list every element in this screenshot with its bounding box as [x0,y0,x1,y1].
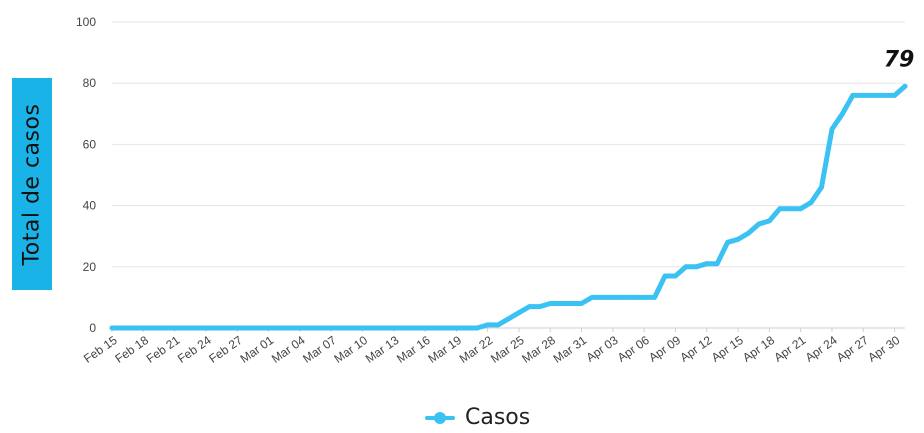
data-point [787,206,793,212]
data-point [109,325,115,331]
data-point [600,295,605,300]
x-tick-label-12: Mar 22 [457,333,496,366]
x-tick-label-4: Feb 27 [206,333,245,366]
x-tick-label-10: Mar 16 [394,333,433,366]
x-tick-label-7: Mar 07 [300,333,339,366]
x-tick-label-14: Mar 28 [519,333,558,366]
data-point [819,184,824,190]
y-axis-label-box: Total de casos [12,78,52,290]
y-tick-label-80: 80 [83,76,97,90]
data-point [506,316,511,322]
data-point [714,261,720,267]
data-point [735,236,741,242]
data-point [527,304,532,309]
data-point [568,301,574,306]
y-tick-label-0: 0 [89,321,96,335]
x-tick-label-3: Feb 24 [175,333,214,366]
data-point [881,93,887,98]
data-point [537,304,543,309]
x-tick-label-20: Apr 15 [709,333,746,365]
data-point [547,301,553,306]
x-tick-label-8: Mar 10 [332,333,371,366]
legend-label-casos: Casos [465,405,531,430]
data-point [850,93,856,98]
data-point [652,295,657,300]
y-tick-label-40: 40 [83,199,97,213]
data-point [516,310,522,316]
data-point [746,230,751,236]
data-point [902,83,908,89]
y-tick-label-20: 20 [83,260,97,274]
data-point [798,206,804,212]
x-tick-label-18: Apr 09 [646,333,683,365]
x-tick-label-19: Apr 12 [677,333,714,365]
data-point [662,273,668,279]
data-point [808,200,814,205]
x-tick-label-17: Apr 06 [615,333,652,365]
x-tick-label-13: Mar 25 [488,333,527,366]
data-point [693,264,699,270]
data-point [892,93,897,98]
data-point [683,264,689,270]
x-tick-label-0: Feb 15 [81,333,120,366]
data-point [840,111,845,117]
series-line-casos [109,83,908,331]
data-point [631,295,637,300]
data-point [610,295,616,300]
data-label-final: 79 [884,47,915,72]
x-tick-label-11: Mar 19 [425,333,464,366]
x-tick-label-6: Mar 04 [269,333,308,366]
data-point [704,261,710,267]
data-point [767,218,772,224]
x-tick-label-15: Mar 31 [551,333,590,366]
x-tick-label-24: Apr 27 [834,333,871,365]
data-point [777,206,783,212]
data-point [485,322,490,328]
data-point [474,325,480,331]
x-tick-label-23: Apr 24 [803,333,840,365]
x-tick-label-16: Apr 03 [584,333,621,365]
data-point [673,273,678,279]
data-point [620,295,626,300]
legend[interactable]: Casos [425,405,530,430]
y-tick-label-100: 100 [76,15,96,29]
data-point [589,295,595,300]
data-point [756,221,762,227]
y-tick-label-60: 60 [83,137,97,151]
x-tick-label-21: Apr 18 [740,333,777,365]
x-tick-label-9: Mar 13 [363,333,402,366]
x-tick-label-22: Apr 21 [771,333,808,365]
y-axis-label: Total de casos [19,103,45,265]
data-point [495,322,501,328]
data-point [871,93,877,98]
x-tick-label-2: Feb 21 [144,333,183,366]
data-point [641,295,647,300]
data-point [725,239,730,245]
data-point [558,301,564,306]
data-point [860,93,866,98]
legend-swatch [425,411,455,424]
x-tick-label-5: Mar 01 [238,333,277,366]
data-point [579,301,584,306]
x-tick-label-25: Apr 30 [865,333,902,365]
data-point [829,126,835,132]
x-tick-label-1: Feb 18 [112,333,151,366]
